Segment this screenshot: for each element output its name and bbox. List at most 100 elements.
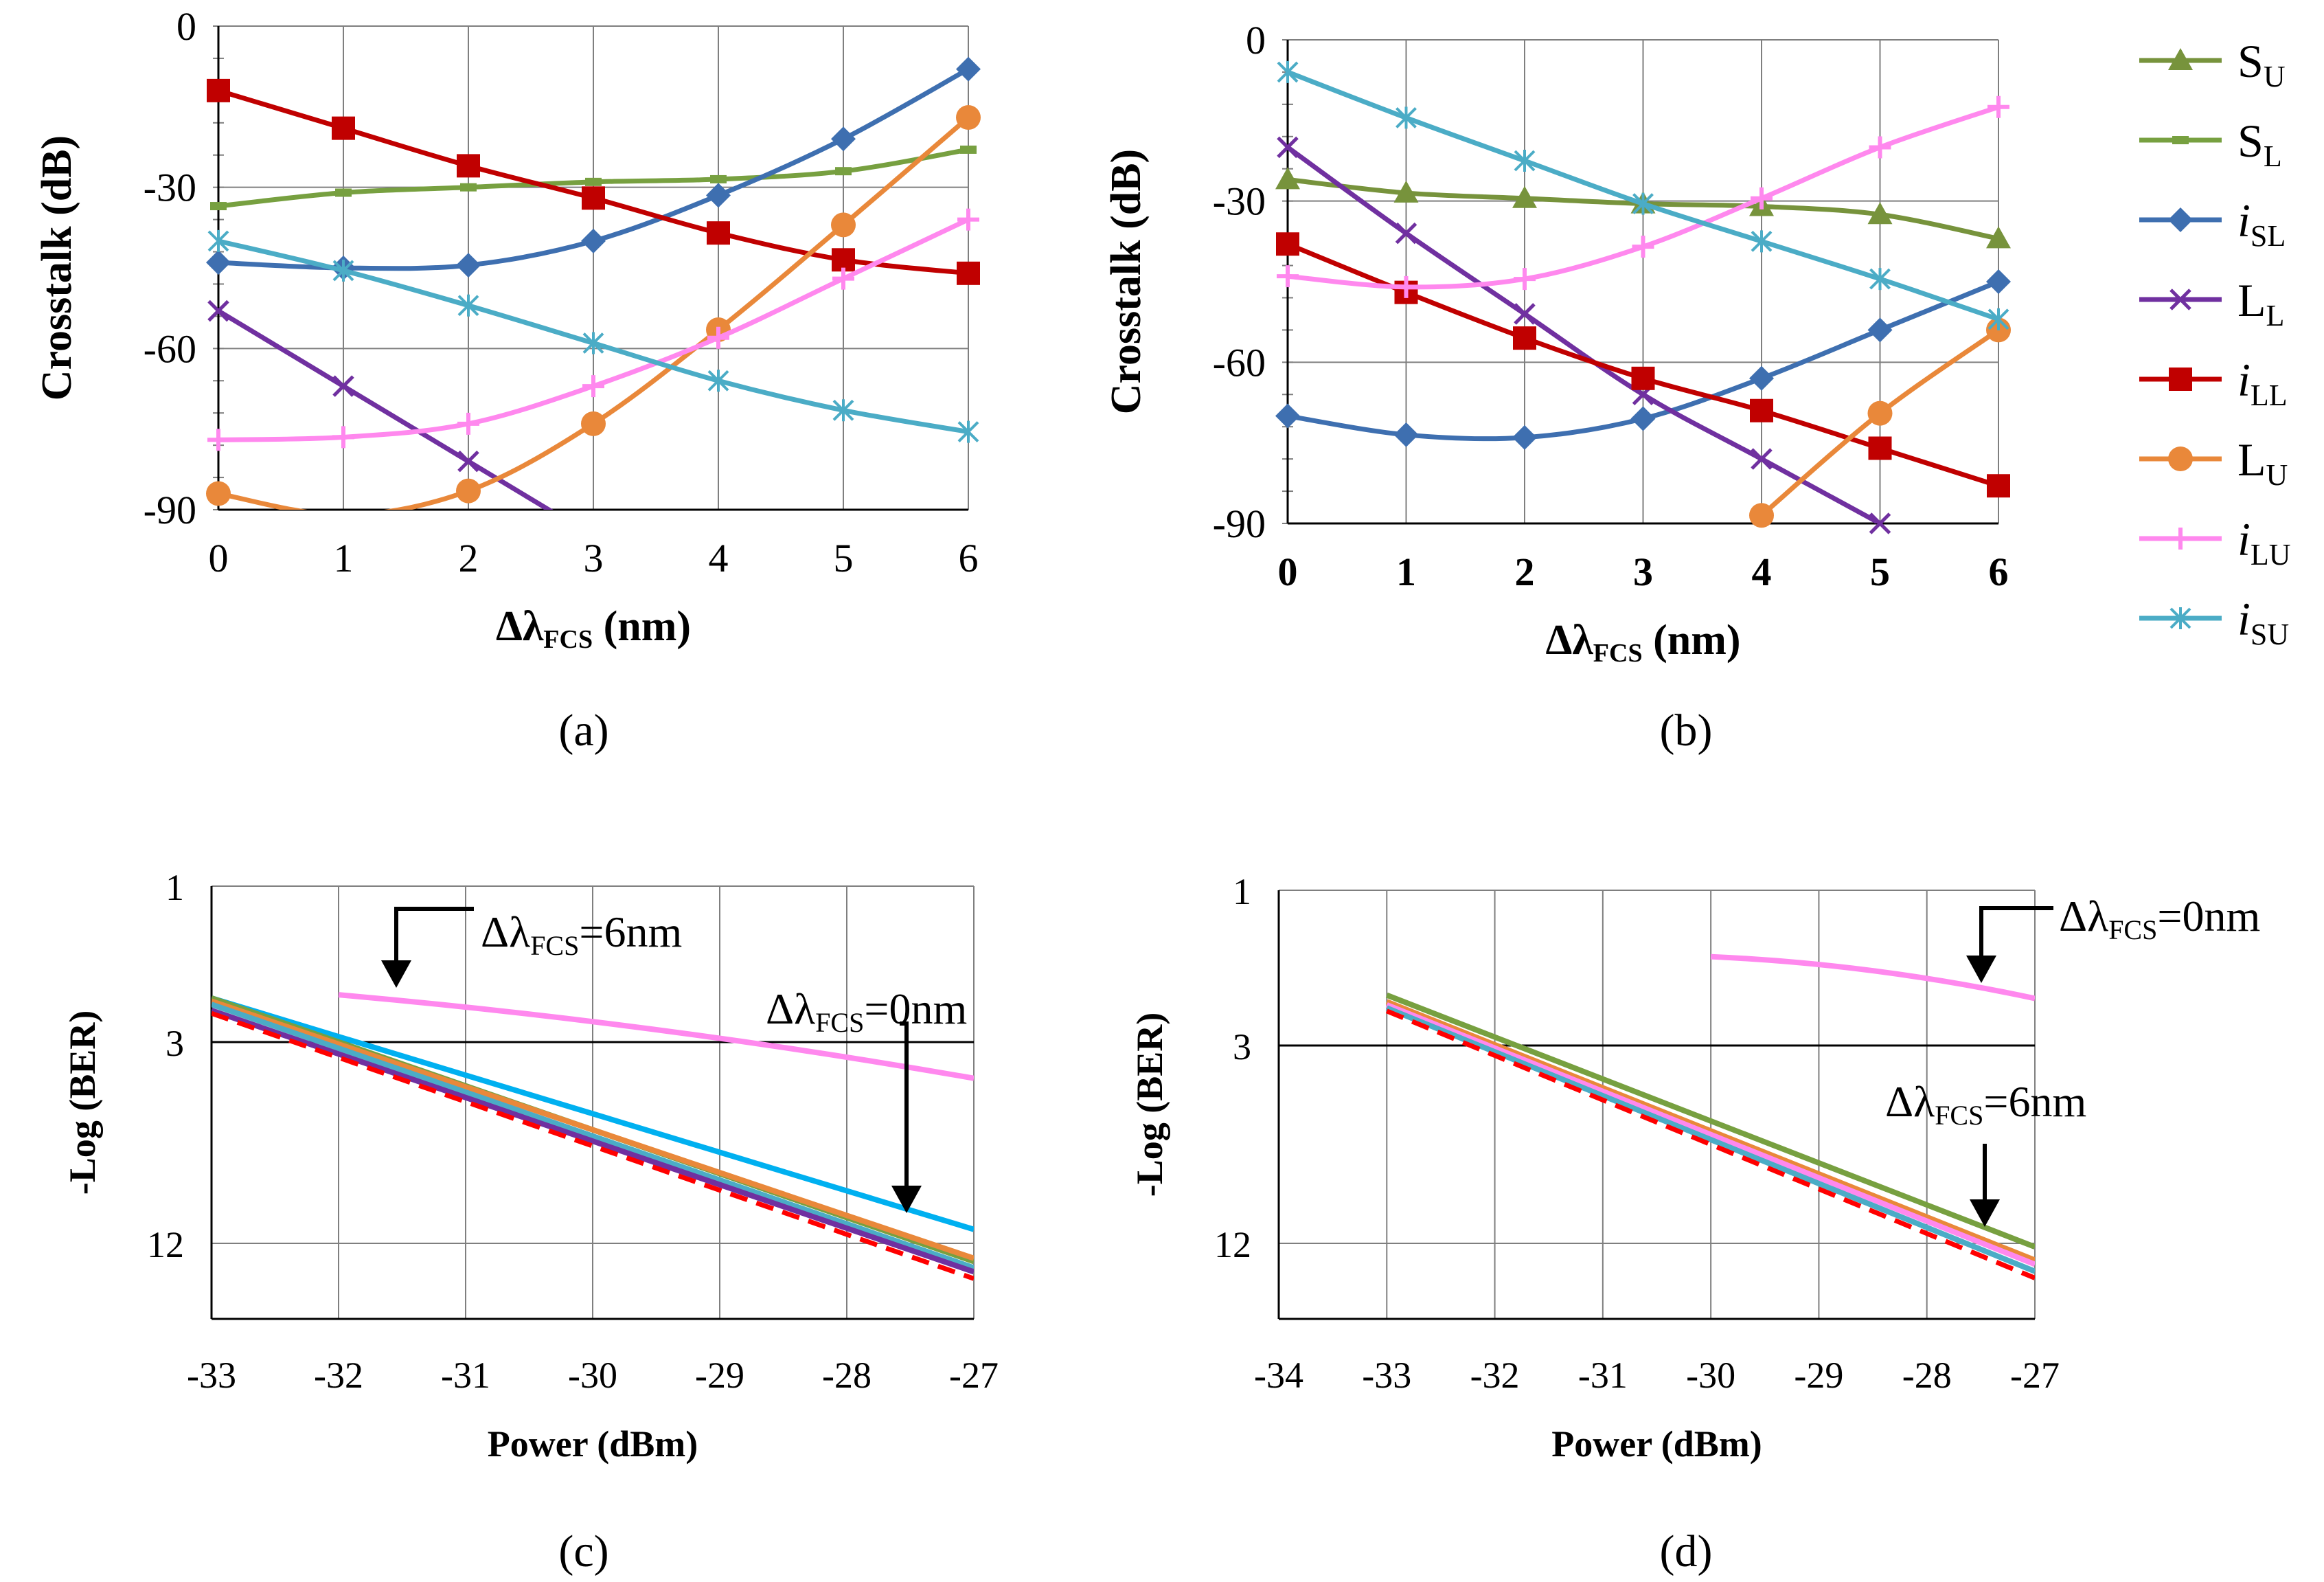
data-point-i_LL xyxy=(1750,398,1773,422)
data-point-i_SU xyxy=(1632,192,1654,215)
data-point-i_LL xyxy=(832,248,855,272)
panel-label-b: (b) xyxy=(1660,705,1713,756)
data-point-i_SL xyxy=(1749,365,1774,391)
data-point-i_SL xyxy=(1512,425,1537,450)
series-line-L_L xyxy=(1288,145,1882,523)
data-point-S_U xyxy=(1393,180,1419,203)
data-point-i_LL xyxy=(582,186,605,210)
data-point-S_L xyxy=(710,174,727,183)
legend-label-i_SL: iSL xyxy=(2237,194,2286,253)
data-point-i_SL xyxy=(956,56,981,82)
x-tick-label: -32 xyxy=(314,1355,363,1396)
x-tick-label: 3 xyxy=(584,536,604,580)
x-axis-title: ΔλFCS (nm) xyxy=(1545,617,1740,668)
data-point-i_LU xyxy=(1987,95,2009,118)
data-point-i_SU xyxy=(457,294,479,317)
x-tick-label: -34 xyxy=(1254,1355,1303,1396)
data-point-i_LL xyxy=(1513,326,1536,350)
x-tick-label: -29 xyxy=(695,1355,744,1396)
legend-label-L_L: LL xyxy=(2237,274,2284,332)
data-point-i_SU xyxy=(1514,150,1536,172)
x-tick-label: 6 xyxy=(1989,550,2009,594)
legend-marker-L_U xyxy=(2168,447,2193,471)
y-tick-label: -60 xyxy=(1213,340,1266,385)
data-point-i_LU xyxy=(1632,236,1654,258)
legend-label-i_SU: iSU xyxy=(2237,593,2289,651)
panel-label-a: (a) xyxy=(558,705,608,756)
data-point-i_LL xyxy=(1631,366,1655,390)
y-tick-label: 12 xyxy=(1214,1224,1251,1265)
y-axis-title: Crosstalk (dB) xyxy=(1103,149,1150,414)
data-point-i_SL xyxy=(581,228,606,253)
data-point-i_SL xyxy=(706,183,731,208)
y-axis-title: -Log (BER) xyxy=(1129,1013,1170,1197)
data-point-i_LU xyxy=(1277,265,1299,288)
data-point-L_U xyxy=(831,212,856,238)
legend-marker-i_LL xyxy=(2169,368,2192,391)
data-point-i_SU xyxy=(332,259,354,282)
data-point-i_LL xyxy=(707,221,730,245)
annotation-arrow xyxy=(394,907,474,984)
data-point-i_SU xyxy=(1277,60,1299,83)
data-point-S_U xyxy=(1512,185,1537,208)
data-point-i_LU xyxy=(457,412,479,435)
data-point-S_U xyxy=(1275,167,1300,190)
data-point-L_L xyxy=(1395,222,1417,245)
legend-marker-i_LU xyxy=(2169,528,2191,550)
panel-b: 0 1 2 3 4 5 6 0 -30 -60 -90 Crosstalk (dB) ΔλFCS (nm… xyxy=(1103,18,2011,668)
data-point-L_L xyxy=(207,300,229,322)
data-point-i_SU xyxy=(207,229,229,252)
series-line-L_L xyxy=(218,308,554,510)
x-tick-label: -28 xyxy=(822,1355,872,1396)
data-point-L_U xyxy=(1867,400,1893,426)
x-tick-label: 4 xyxy=(709,536,729,580)
x-tick-label: 1 xyxy=(334,536,354,580)
x-tick-label: 1 xyxy=(1396,550,1416,594)
data-point-i_LU xyxy=(582,375,604,398)
data-point-i_SU xyxy=(1987,308,2009,330)
data-point-i_SU xyxy=(582,332,604,354)
series-line-L_U xyxy=(212,998,974,1261)
data-point-i_LL xyxy=(1987,474,2010,498)
legend-marker-S_L xyxy=(2172,136,2189,144)
x-tick-label: -32 xyxy=(1470,1355,1520,1396)
x-tick-label: 5 xyxy=(834,536,854,580)
annotation-arrow xyxy=(1979,906,2053,979)
data-point-L_U xyxy=(206,481,231,506)
y-tick-label: 0 xyxy=(176,4,196,49)
data-point-L_L xyxy=(1514,303,1536,325)
data-point-i_LL xyxy=(1868,436,1892,460)
x-axis-title: Power (dBm) xyxy=(488,1423,698,1465)
y-tick-label: 3 xyxy=(166,1023,184,1064)
data-point-S_U xyxy=(1986,226,2011,249)
data-point-i_LU xyxy=(707,326,729,349)
legend-label-L_U: LU xyxy=(2237,433,2288,492)
data-point-i_SL xyxy=(456,253,481,278)
legend-label-S_L: SL xyxy=(2237,115,2282,173)
y-tick-label: 12 xyxy=(147,1224,184,1265)
series-line-i_LU xyxy=(1385,1002,2035,1267)
legend-marker-S_U xyxy=(2168,48,2193,70)
y-tick-label: -30 xyxy=(1213,179,1266,224)
annotation-label: ΔλFCS=6nm xyxy=(1885,1077,2086,1131)
y-axis-title: Crosstalk (dB) xyxy=(34,135,80,400)
panel-label-c: (c) xyxy=(558,1526,608,1577)
x-tick-label: -31 xyxy=(441,1355,490,1396)
x-tick-label: -33 xyxy=(1362,1355,1411,1396)
data-point-i_SL xyxy=(1393,422,1419,447)
data-point-L_L xyxy=(1869,512,1891,534)
data-point-L_U xyxy=(956,104,981,130)
x-tick-label: -29 xyxy=(1794,1355,1843,1396)
data-point-L_L xyxy=(332,375,354,397)
x-tick-label: -27 xyxy=(2010,1355,2060,1396)
x-tick-label: 5 xyxy=(1870,550,1890,594)
data-point-i_LL xyxy=(332,116,355,140)
data-point-i_LL xyxy=(207,78,230,102)
x-tick-label: 2 xyxy=(1515,550,1535,594)
annotation-arrowhead xyxy=(891,1186,922,1213)
series-line-L_U xyxy=(1385,999,2035,1263)
data-point-S_U xyxy=(1867,202,1893,225)
series-line-bright_blue xyxy=(212,995,974,1232)
data-point-i_LU xyxy=(957,208,979,231)
data-point-i_LU xyxy=(1751,187,1773,210)
